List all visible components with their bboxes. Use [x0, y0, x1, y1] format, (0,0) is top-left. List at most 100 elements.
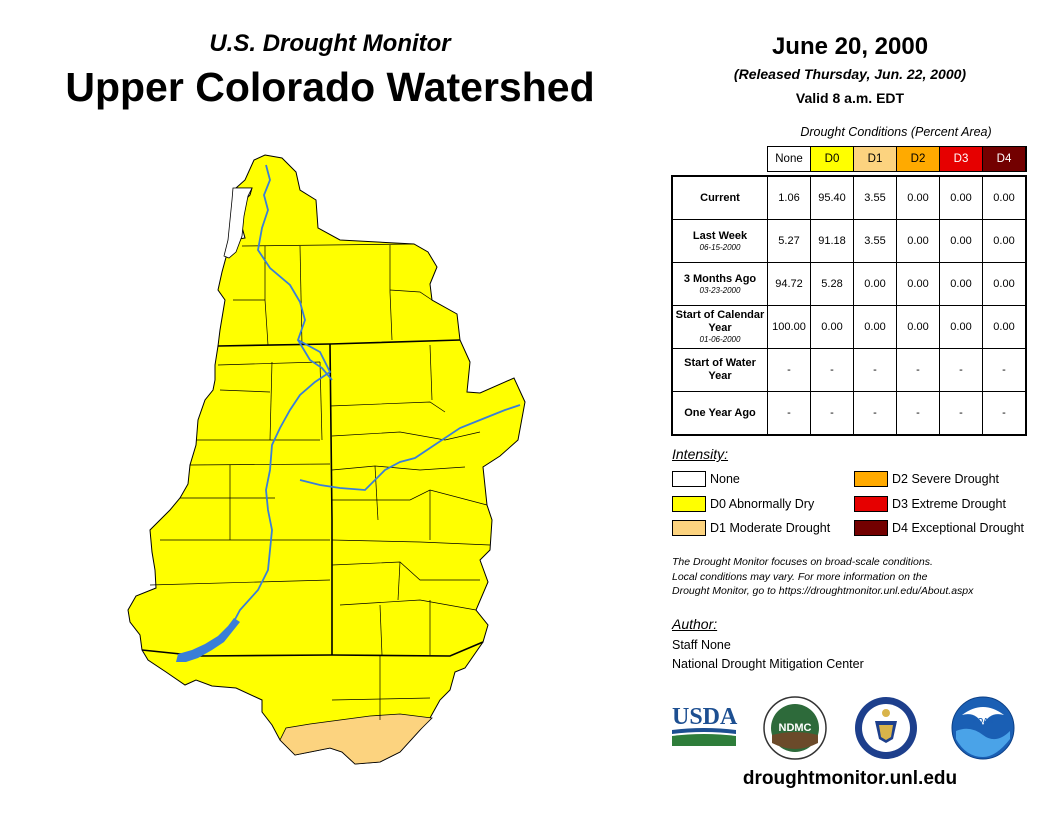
- legend-label: D1 Moderate Drought: [710, 521, 831, 535]
- table-cell: 0.00: [853, 262, 897, 306]
- table-corner: [672, 147, 768, 172]
- row-date: 06-15-2000: [699, 242, 741, 252]
- drought-conditions-table: None D0 D1 D2 D3 D4 Current 1.06 95.40 3…: [671, 146, 1027, 436]
- legend-swatch: [672, 496, 706, 512]
- watershed-none-area: [223, 187, 253, 259]
- legend-swatch: [672, 471, 706, 487]
- watershed-d0-area: [127, 154, 526, 765]
- table-cell: 5.28: [810, 262, 854, 306]
- table-cell: 100.00: [767, 305, 811, 349]
- table-cell: -: [896, 391, 940, 436]
- legend-swatch: [672, 520, 706, 536]
- row-label: Start of Water Year: [684, 357, 756, 382]
- table-cell: -: [896, 348, 940, 392]
- table-cell: 95.40: [810, 175, 854, 220]
- col-header-d3: D3: [939, 146, 983, 172]
- legend-title: Intensity:: [672, 446, 729, 462]
- map-date: June 20, 2000: [771, 33, 929, 60]
- noaa-logo-text: NOAA: [973, 718, 994, 725]
- table-cell: 94.72: [767, 262, 811, 306]
- legend-label: None: [710, 472, 740, 486]
- row-label: One Year Ago: [684, 406, 756, 419]
- legend-label: D0 Abnormally Dry: [710, 497, 815, 511]
- info-note: The Drought Monitor focuses on broad-sca…: [672, 555, 1052, 599]
- table-cell: -: [982, 348, 1027, 392]
- table-cell: -: [810, 348, 854, 392]
- table-cell: 0.00: [982, 219, 1027, 263]
- table-cell: -: [982, 391, 1027, 436]
- table-cell: 0.00: [939, 175, 983, 220]
- note-line: The Drought Monitor focuses on broad-sca…: [672, 556, 933, 568]
- ndmc-logo: NDMC: [763, 696, 827, 760]
- row-label: Current: [700, 191, 740, 204]
- table-row: Start of Water Year - - - - - -: [671, 348, 1027, 392]
- table-cell: 3.55: [853, 175, 897, 220]
- legend-swatch: [854, 471, 888, 487]
- colorado-river: [177, 164, 521, 661]
- row-date: 03-23-2000: [699, 285, 741, 295]
- legend-label: D4 Exceptional Drought: [892, 521, 1025, 535]
- table-cell: 0.00: [982, 262, 1027, 306]
- footer-url[interactable]: droughtmonitor.unl.edu: [742, 768, 958, 789]
- table-cell: 0.00: [896, 219, 940, 263]
- map-title: Upper Colorado Watershed: [65, 64, 595, 110]
- table-cell: 0.00: [939, 305, 983, 349]
- legend-label: D3 Extreme Drought: [892, 497, 1006, 511]
- ndmc-logo-text: NDMC: [779, 722, 812, 734]
- col-header-d2: D2: [896, 146, 940, 172]
- author-org: National Drought Mitigation Center: [672, 657, 864, 671]
- valid-time: Valid 8 a.m. EDT: [795, 90, 905, 106]
- author-name: Staff None: [672, 638, 731, 652]
- table-cell: 3.55: [853, 219, 897, 263]
- table-row: Start of Calendar Year 01-06-2000 100.00 …: [671, 305, 1027, 349]
- usda-logo-text: USDA: [672, 704, 738, 730]
- table-cell: 0.00: [810, 305, 854, 349]
- author-title: Author:: [672, 616, 718, 632]
- map-subtitle: U.S. Drought Monitor: [209, 30, 451, 57]
- table-cell: 0.00: [896, 262, 940, 306]
- table-cell: 0.00: [939, 262, 983, 306]
- table-row: 3 Months Ago 03-23-2000 94.72 5.28 0.00 0…: [671, 262, 1027, 306]
- col-header-d4: D4: [982, 146, 1027, 172]
- col-header-none: None: [767, 146, 811, 172]
- table-cell: -: [853, 348, 897, 392]
- row-label: 3 Months Ago: [683, 272, 757, 285]
- table-caption: Drought Conditions (Percent Area): [800, 125, 992, 139]
- release-date: (Released Thursday, Jun. 22, 2000): [733, 66, 967, 82]
- table-cell: -: [767, 348, 811, 392]
- legend-label: D2 Severe Drought: [892, 472, 1000, 486]
- table-cell: 0.00: [896, 175, 940, 220]
- table-cell: -: [853, 391, 897, 436]
- table-cell: 0.00: [982, 305, 1027, 349]
- table-row: One Year Ago - - - - - -: [671, 391, 1027, 436]
- table-cell: -: [767, 391, 811, 436]
- table-cell: -: [939, 391, 983, 436]
- table-cell: -: [810, 391, 854, 436]
- table-cell: 5.27: [767, 219, 811, 263]
- table-cell: 0.00: [982, 175, 1027, 220]
- usda-logo: USDA: [672, 704, 738, 746]
- watershed-d1-area: [279, 713, 433, 765]
- commerce-seal-logo: [855, 697, 917, 759]
- watershed-map: [127, 154, 526, 765]
- row-date: 01-06-2000: [699, 335, 741, 344]
- row-label: Last Week: [692, 229, 748, 242]
- table-cell: 91.18: [810, 219, 854, 263]
- row-label: Start of Calendar Year: [675, 309, 765, 334]
- col-header-d0: D0: [810, 146, 854, 172]
- table-row: Last Week 06-15-2000 5.27 91.18 3.55 0.00…: [671, 219, 1027, 263]
- note-line: Drought Monitor, go to https://droughtmo…: [672, 585, 974, 597]
- lake-powell: [176, 618, 240, 662]
- table-row: Current 1.06 95.40 3.55 0.00 0.00 0.00: [671, 175, 1027, 220]
- table-cell: 0.00: [939, 219, 983, 263]
- note-line: Local conditions may vary. For more info…: [672, 570, 928, 583]
- table-cell: 0.00: [853, 305, 897, 349]
- county-boundaries: [149, 243, 491, 720]
- table-cell: 0.00: [896, 305, 940, 349]
- table-cell: -: [939, 348, 983, 392]
- table-cell: 1.06: [767, 175, 811, 220]
- legend-swatch: [854, 496, 888, 512]
- legend-swatch: [854, 520, 888, 536]
- noaa-logo: NOAA: [951, 696, 1015, 760]
- col-header-d1: D1: [853, 146, 897, 172]
